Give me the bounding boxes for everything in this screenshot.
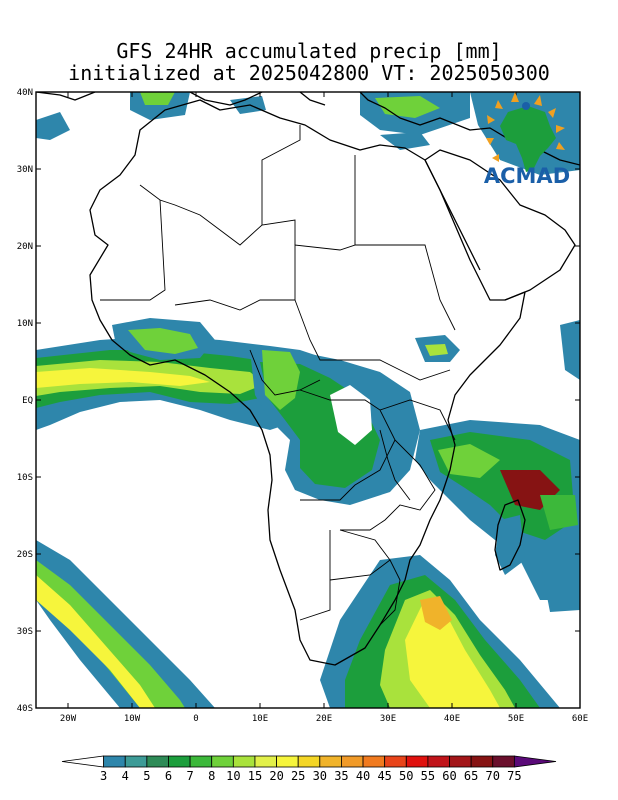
lon-tick-label: 10W [124, 714, 141, 724]
colorbar-label: 6 [165, 769, 172, 783]
colorbar-label: 10 [226, 769, 240, 783]
precipitation-field [36, 92, 580, 708]
colorbar-label: 30 [313, 769, 327, 783]
country-borders [100, 125, 456, 626]
lat-tick-label: 20S [17, 550, 33, 560]
lat-tick-label: 30N [17, 165, 33, 175]
colorbar-label: 60 [442, 769, 456, 783]
acmad-logo-text: ACMAD [484, 164, 570, 188]
colorbar-swatch [254, 755, 277, 768]
colorbar-swatch [103, 755, 126, 768]
colorbar-swatch [470, 755, 494, 768]
colorbar-swatch [449, 755, 472, 768]
coastlines [36, 92, 580, 666]
colorbar-swatch [124, 755, 148, 768]
colorbar-swatch [146, 755, 169, 768]
colorbar-label: 20 [269, 769, 283, 783]
colorbar-label: 5 [143, 769, 150, 783]
lat-tick-label: 30S [17, 627, 33, 637]
lon-tick-label: 0 [193, 714, 198, 724]
colorbar-label: 4 [122, 769, 129, 783]
lat-tick-label: 10S [17, 473, 33, 483]
colorbar-swatch [427, 755, 450, 768]
red-sea [424, 159, 481, 271]
chart-title-line-2: initialized at 2025042800 VT: 2025050300 [68, 61, 550, 85]
lon-tick-label: 20E [316, 714, 332, 724]
colorbar: 3 4 5 6 7 8 10 15 20 25 30 35 40 45 50 55 60 65 70 75 [61, 755, 557, 783]
colorbar-swatch [168, 755, 191, 768]
lat-tick-label: 20N [17, 242, 33, 252]
lat-tick-label: EQ [22, 396, 33, 406]
colorbar-swatch [362, 755, 386, 768]
colorbar-label: 35 [334, 769, 348, 783]
colorbar-label: 15 [248, 769, 262, 783]
colorbar-swatch [405, 755, 429, 768]
colorbar-swatch [341, 755, 364, 768]
colorbar-label: 3 [100, 769, 107, 783]
colorbar-swatch [189, 755, 213, 768]
colorbar-label: 7 [186, 769, 193, 783]
lon-tick-label: 20W [60, 714, 77, 724]
africa-coastline [89, 99, 526, 666]
colorbar-swatch [384, 755, 407, 768]
madagascar-coastline [494, 499, 526, 571]
lon-tick-label: 30E [380, 714, 396, 724]
colorbar-label: 40 [356, 769, 370, 783]
colorbar-swatch [232, 755, 256, 768]
raindrop-icon [522, 102, 530, 110]
lon-tick-label: 60E [572, 714, 588, 724]
colorbar-label: 70 [486, 769, 500, 783]
colorbar-label: 55 [421, 769, 435, 783]
colorbar-label: 50 [399, 769, 413, 783]
lon-tick-label: 40E [444, 714, 460, 724]
colorbar-high-triangle [513, 755, 557, 768]
colorbar-swatch [319, 755, 342, 768]
chart-title-line-1: GFS 24HR accumulated precip [mm] [116, 39, 502, 63]
lat-tick-label: 40N [17, 88, 33, 98]
colorbar-swatch [492, 755, 515, 768]
colorbar-swatch [276, 755, 299, 768]
lon-tick-label: 10E [252, 714, 268, 724]
acmad-logo: ACMAD [484, 92, 570, 188]
precip-region-south-atlantic [36, 540, 215, 708]
colorbar-label: 8 [208, 769, 215, 783]
colorbar-label: 25 [291, 769, 305, 783]
axis-ticks: 40N 30N 20N 10N EQ 10S 20S 30S 40S 20W 10W 0 10E 20E 3… [17, 88, 588, 724]
arabia-coastline [424, 149, 576, 301]
lon-tick-label: 50E [508, 714, 524, 724]
lat-tick-label: 10N [17, 319, 33, 329]
colorbar-low-triangle [61, 755, 105, 768]
africa-logo-icon [500, 106, 556, 172]
colorbar-swatch [211, 755, 234, 768]
lat-tick-label: 40S [17, 704, 33, 714]
europe-coastline [36, 92, 580, 166]
sun-rays-icon [486, 92, 565, 162]
colorbar-label: 75 [507, 769, 521, 783]
colorbar-label: 45 [377, 769, 391, 783]
colorbar-swatch [297, 755, 321, 768]
colorbar-label: 65 [464, 769, 478, 783]
